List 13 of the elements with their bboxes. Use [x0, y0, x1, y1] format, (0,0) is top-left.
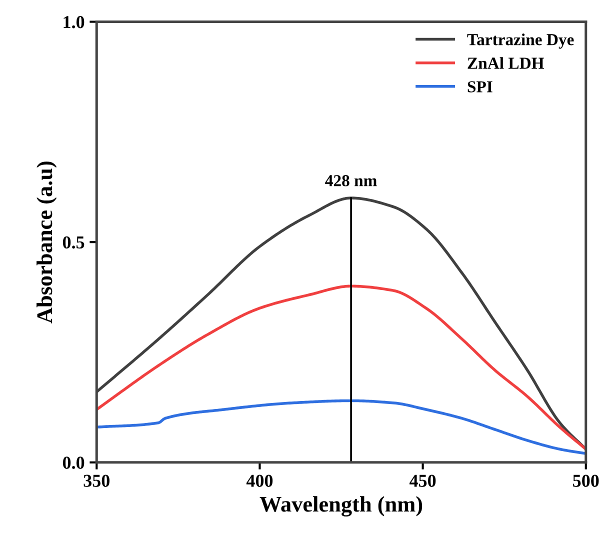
legend-label: ZnAl LDH — [468, 57, 544, 69]
x-tick-label: 450 — [410, 474, 436, 487]
x-axis-title: Wavelength (nm) — [260, 496, 422, 516]
x-tick-label: 400 — [246, 474, 273, 487]
y-tick-label: 0.5 — [62, 236, 84, 249]
x-tick-label: 350 — [84, 474, 110, 487]
y-axis-title: Absorbance (a.u) — [36, 162, 57, 324]
legend-label: Tartrazine Dye — [467, 34, 574, 49]
ref-line-label: 428 nm — [325, 175, 377, 186]
y-tick-label: 1.0 — [64, 16, 84, 28]
legend-label: SPI — [468, 81, 492, 92]
x-tick-label: 500 — [573, 474, 599, 487]
y-tick-label: 0.0 — [62, 456, 84, 469]
